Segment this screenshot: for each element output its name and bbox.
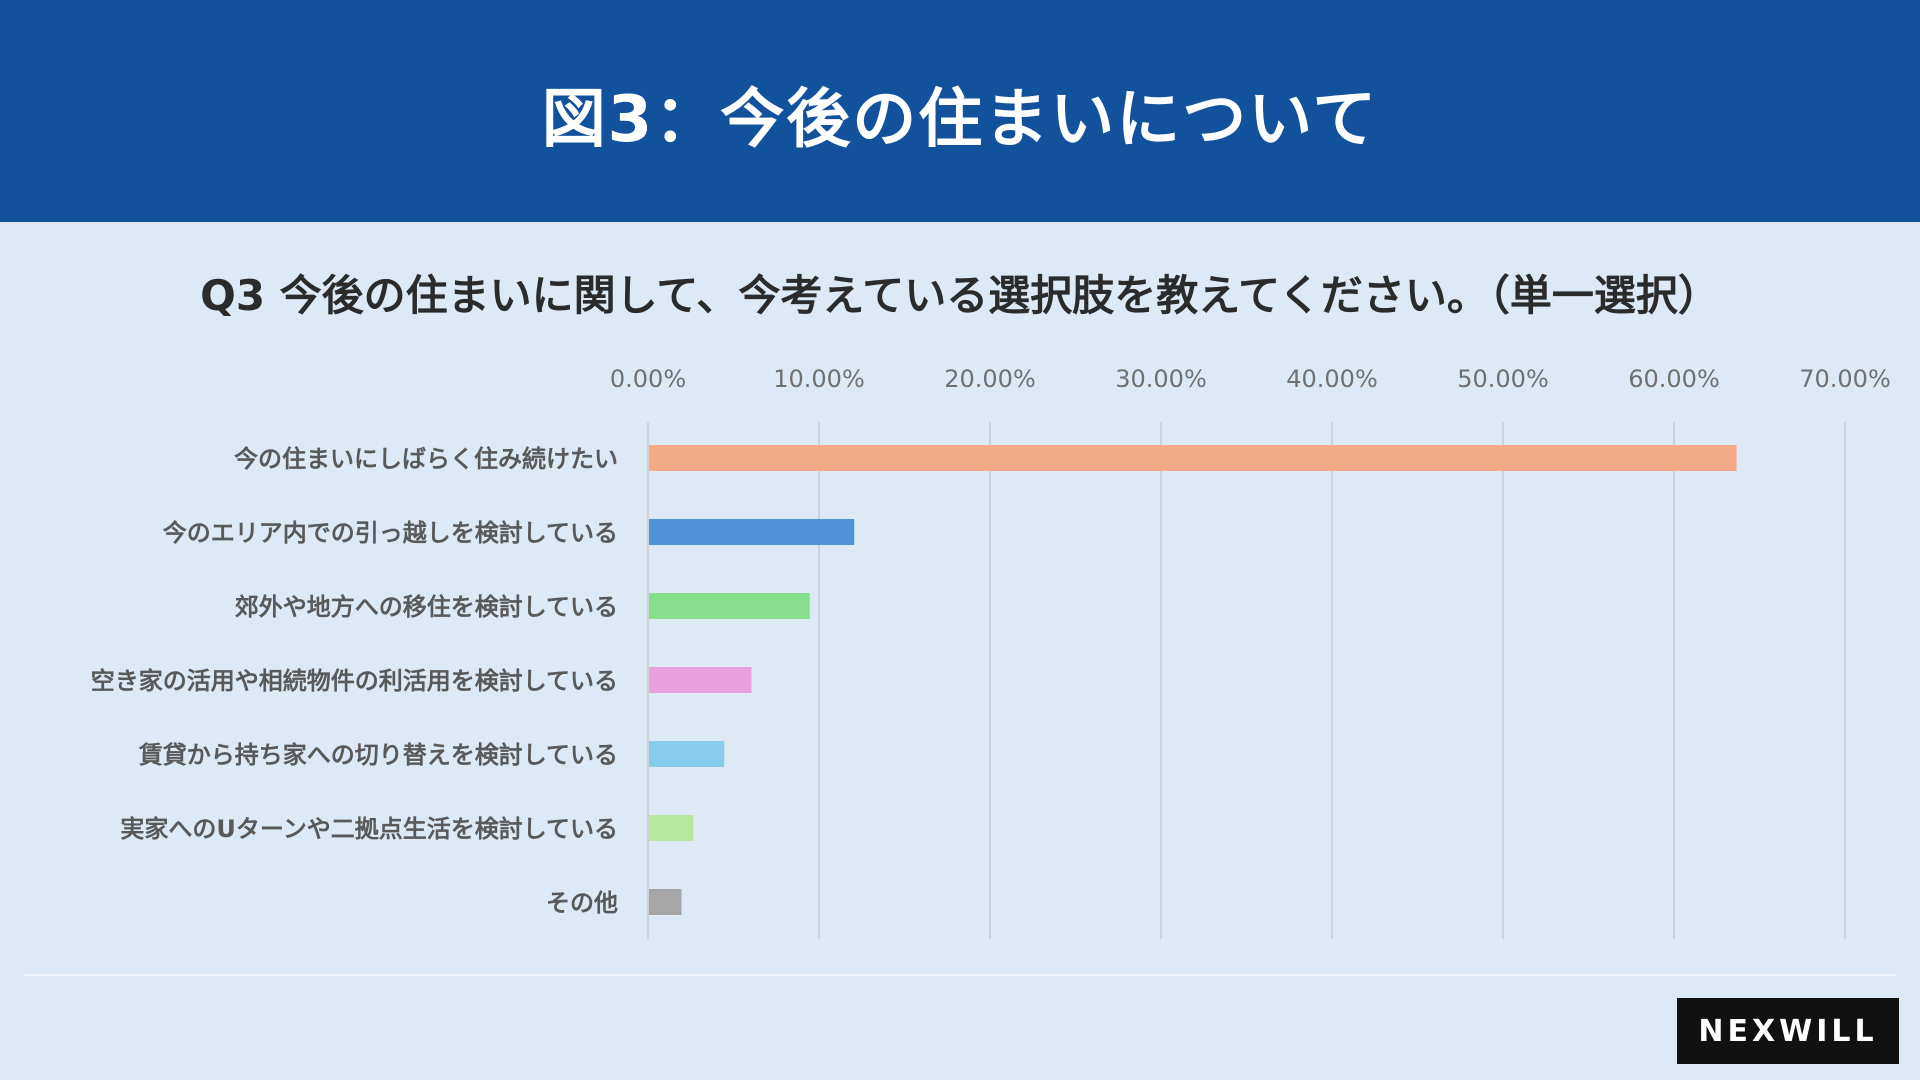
category-label: その他 <box>546 889 618 917</box>
x-tick-label: 50.00% <box>1457 365 1549 393</box>
x-tick-label: 40.00% <box>1286 365 1378 393</box>
category-label: 今の住まいにしばらく住み続けたい <box>234 445 618 473</box>
bar <box>649 889 682 915</box>
page-title: 図3：今後の住まいについて <box>541 83 1379 157</box>
bar <box>649 741 725 767</box>
x-tick-label: 0.00% <box>610 365 686 393</box>
category-label: 郊外や地方への移住を検討している <box>235 593 618 621</box>
question-text: Q3 今後の住まいに関して、今考えている選択肢を教えてください。（単一選択） <box>200 271 1720 320</box>
nexwill-logo: NEXWILL <box>1677 998 1899 1064</box>
category-label: 今のエリア内での引っ越しを検討している <box>163 519 618 547</box>
bar <box>649 815 694 841</box>
x-tick-label: 60.00% <box>1628 365 1720 393</box>
x-tick-label: 20.00% <box>944 365 1036 393</box>
header-banner: 図3：今後の住まいについて <box>0 0 1920 222</box>
x-tick-label: 10.00% <box>773 365 865 393</box>
bar-chart: 0.00% 10.00% 20.00% 30.00% 40.00% 50.00% 60.00… <box>91 365 1891 939</box>
category-label: 実家へのUターンや二拠点生活を検討している <box>120 815 618 843</box>
category-label: 賃貸から持ち家への切り替えを検討している <box>138 741 618 769</box>
logo-text: NEXWILL <box>1698 1013 1878 1049</box>
chart-panel: 0.00% 10.00% 20.00% 30.00% 40.00% 50.00% 60.00… <box>24 354 1896 976</box>
category-label: 空き家の活用や相続物件の利活用を検討している <box>91 667 618 695</box>
bar <box>649 445 1737 471</box>
bar <box>649 519 855 545</box>
bar <box>649 593 810 619</box>
x-tick-label: 30.00% <box>1115 365 1207 393</box>
x-tick-label: 70.00% <box>1799 365 1891 393</box>
bar <box>649 667 752 693</box>
